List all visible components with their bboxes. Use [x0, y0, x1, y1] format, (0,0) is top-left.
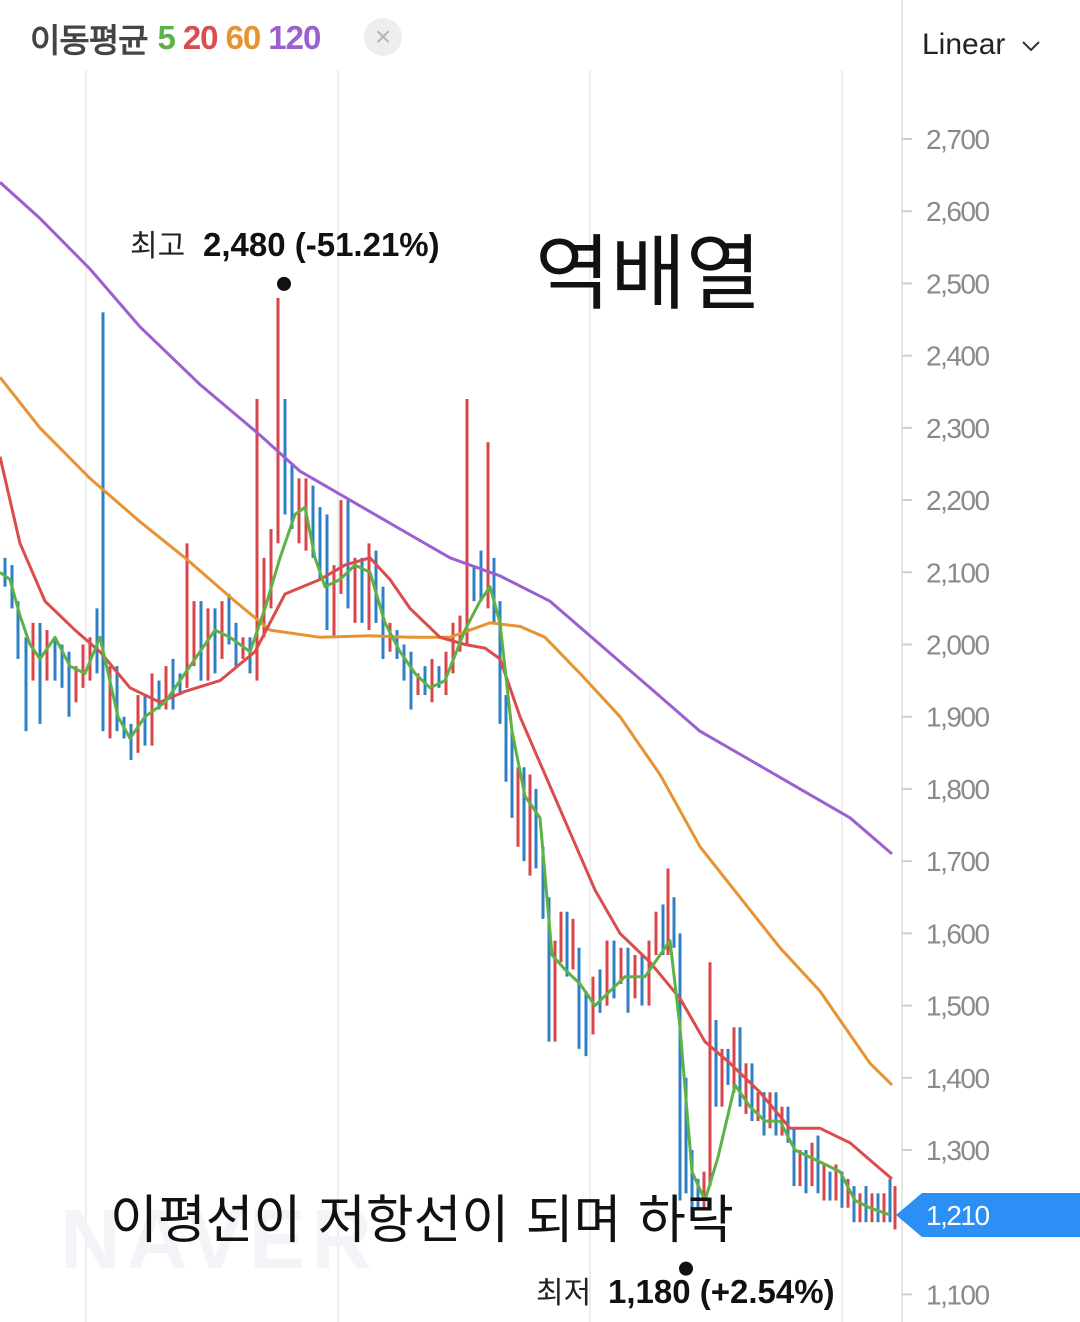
y-tick-label: 2,500 [926, 268, 989, 299]
scale-select[interactable]: Linear [922, 28, 1041, 62]
y-tick-label: 1,900 [926, 702, 989, 733]
high-value: 2,480 (-51.21%) [203, 226, 440, 263]
y-tick-label: 2,200 [926, 485, 989, 516]
y-tick-label: 1,100 [926, 1279, 989, 1310]
ma-period-60: 60 [225, 19, 262, 56]
y-tick-label: 1,700 [926, 846, 989, 877]
ma-60-line [0, 376, 894, 1087]
ma-period-120: 120 [268, 19, 321, 56]
current-price-badge-shape [896, 1192, 1080, 1237]
ma-period-5: 5 [157, 19, 175, 56]
watermark: NAVER [60, 1192, 378, 1286]
current-price-badge: 1,210 [896, 1192, 1080, 1237]
chevron-down-icon [1021, 39, 1041, 57]
y-tick-label: 2,000 [926, 630, 989, 661]
y-tick-label: 1,600 [926, 918, 989, 949]
annotation-title: 역배열 [535, 227, 761, 322]
scale-select-value: Linear [922, 28, 1006, 61]
moving-average-header[interactable]: 이동평균 5 20 60 120 [30, 16, 328, 60]
high-marker [277, 276, 291, 291]
high-low-markers [277, 276, 693, 1276]
candlestick-series [3, 297, 897, 1230]
high-label: 최고 [130, 230, 185, 263]
y-tick-label: 1,500 [926, 991, 989, 1022]
low-label: 최저 [536, 1277, 591, 1310]
y-tick-label: 2,100 [926, 557, 989, 588]
chart-grid [85, 0, 903, 1322]
low-marker [679, 1261, 693, 1276]
ma-period-20: 20 [182, 19, 219, 56]
y-tick-label: 2,700 [926, 124, 989, 155]
moving-average-lines [0, 181, 894, 1217]
low-value: 1,180 (+2.54%) [608, 1273, 835, 1310]
close-icon[interactable]: × [364, 18, 402, 56]
current-price-label: 1,210 [926, 1200, 989, 1231]
y-axis-labels: 2,700 2,600 2,500 2,400 2,300 2,200 2,100 2,000… [902, 124, 991, 1310]
ma-5-line [0, 505, 891, 1217]
y-tick-label: 1,800 [926, 774, 989, 805]
y-tick-label: 1,400 [926, 1063, 989, 1094]
y-tick-label: 2,300 [926, 413, 989, 444]
y-tick-label: 2,600 [926, 196, 989, 227]
y-tick-label: 1,300 [926, 1135, 989, 1166]
ma-20-line [0, 456, 893, 1181]
annotation-caption: 이평선이 저항선이 되며 하락 [110, 1191, 734, 1251]
y-tick-label: 2,400 [926, 341, 989, 372]
ma-label: 이동평균 [30, 22, 148, 59]
ma-120-line [0, 181, 893, 856]
